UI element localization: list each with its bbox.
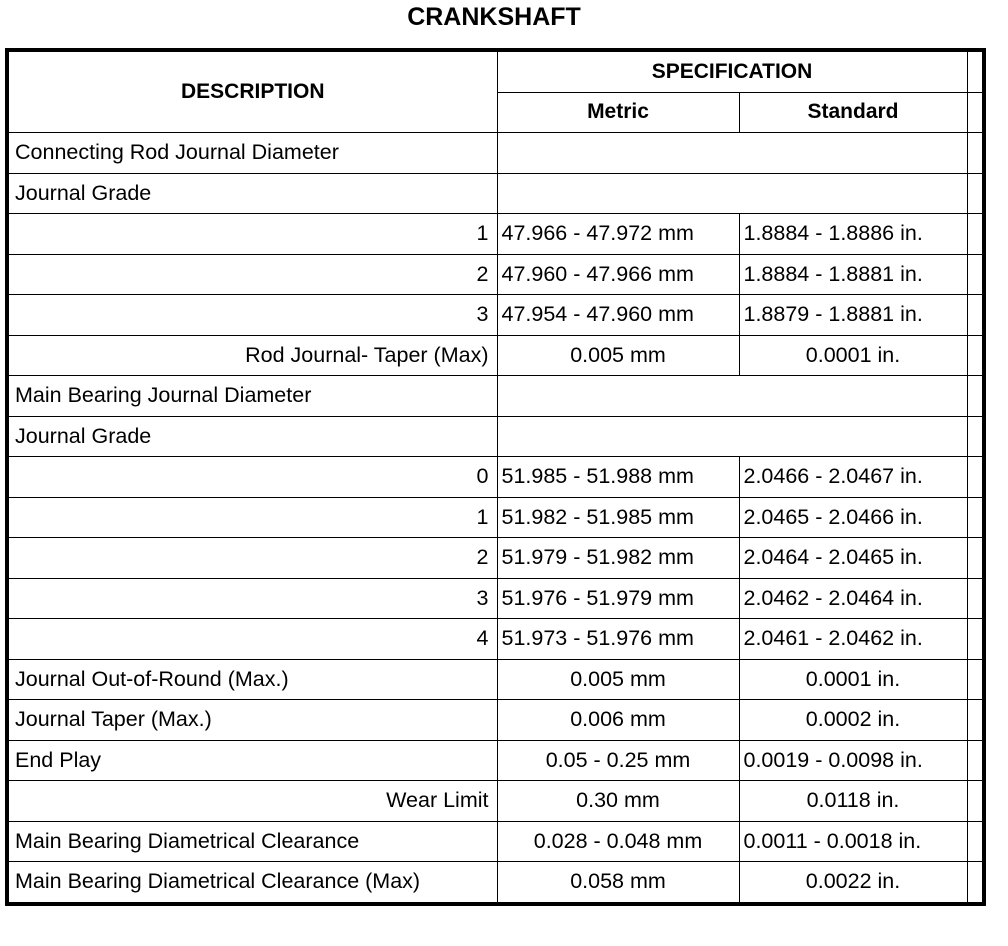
table-row: 2 47.960 - 47.966 mm 1.8884 - 1.8881 in. bbox=[6, 253, 985, 295]
header-extra-cell bbox=[966, 49, 985, 93]
description-cell: 4 bbox=[6, 618, 498, 660]
table-row: 3 47.954 - 47.960 mm 1.8879 - 1.8881 in. bbox=[6, 294, 985, 336]
description-cell: 2 bbox=[6, 253, 498, 295]
description-cell: Journal Grade bbox=[6, 415, 498, 457]
table-row: Main Bearing Journal Diameter bbox=[6, 375, 985, 417]
standard-cell: 0.0001 in. bbox=[738, 658, 968, 700]
standard-cell: 1.8879 - 1.8881 in. bbox=[738, 294, 968, 336]
metric-cell: 51.979 - 51.982 mm bbox=[496, 537, 740, 579]
extra-cell bbox=[966, 861, 985, 904]
table-row: Main Bearing Diametrical Clearance 0.028 … bbox=[6, 820, 985, 862]
standard-cell: 0.0022 in. bbox=[738, 861, 968, 904]
table-row: Journal Grade bbox=[6, 415, 985, 457]
metric-cell: 0.05 - 0.25 mm bbox=[496, 739, 740, 781]
metric-cell: 0.028 - 0.048 mm bbox=[496, 820, 740, 862]
description-cell: Main Bearing Diametrical Clearance (Max) bbox=[6, 861, 498, 904]
standard-cell: 0.0002 in. bbox=[738, 699, 968, 741]
extra-cell bbox=[966, 577, 985, 619]
header-specification: SPECIFICATION bbox=[496, 49, 968, 93]
crankshaft-spec-table: DESCRIPTION SPECIFICATION Metric Standar… bbox=[5, 48, 986, 906]
description-cell: Rod Journal- Taper (Max) bbox=[6, 334, 498, 376]
extra-cell bbox=[966, 618, 985, 660]
empty-spec-cell bbox=[496, 132, 968, 174]
empty-spec-cell bbox=[496, 172, 968, 214]
standard-cell: 2.0462 - 2.0464 in. bbox=[738, 577, 968, 619]
metric-cell: 47.954 - 47.960 mm bbox=[496, 294, 740, 336]
table-row: Wear Limit 0.30 mm 0.0118 in. bbox=[6, 780, 985, 822]
extra-cell bbox=[966, 172, 985, 214]
empty-spec-cell bbox=[496, 415, 968, 457]
description-cell: 1 bbox=[6, 213, 498, 255]
metric-cell: 51.985 - 51.988 mm bbox=[496, 456, 740, 498]
metric-cell: 0.005 mm bbox=[496, 658, 740, 700]
extra-cell bbox=[966, 496, 985, 538]
standard-cell: 0.0011 - 0.0018 in. bbox=[738, 820, 968, 862]
header-extra-cell bbox=[966, 91, 985, 133]
metric-cell: 0.006 mm bbox=[496, 699, 740, 741]
extra-cell bbox=[966, 375, 985, 417]
extra-cell bbox=[966, 739, 985, 781]
table-row: End Play 0.05 - 0.25 mm 0.0019 - 0.0098 in… bbox=[6, 739, 985, 781]
extra-cell bbox=[966, 213, 985, 255]
table-row: 4 51.973 - 51.976 mm 2.0461 - 2.0462 in. bbox=[6, 618, 985, 660]
standard-cell: 2.0461 - 2.0462 in. bbox=[738, 618, 968, 660]
metric-cell: 0.30 mm bbox=[496, 780, 740, 822]
page-title: CRANKSHAFT bbox=[407, 3, 581, 31]
standard-cell: 2.0465 - 2.0466 in. bbox=[738, 496, 968, 538]
standard-cell: 0.0118 in. bbox=[738, 780, 968, 822]
metric-cell: 47.960 - 47.966 mm bbox=[496, 253, 740, 295]
metric-cell: 0.058 mm bbox=[496, 861, 740, 904]
description-cell: 0 bbox=[6, 456, 498, 498]
table-row: Journal Grade bbox=[6, 172, 985, 214]
description-cell: Journal Taper (Max.) bbox=[6, 699, 498, 741]
extra-cell bbox=[966, 456, 985, 498]
metric-cell: 51.982 - 51.985 mm bbox=[496, 496, 740, 538]
table-row: Main Bearing Diametrical Clearance (Max)… bbox=[6, 861, 985, 904]
metric-cell: 0.005 mm bbox=[496, 334, 740, 376]
table-row: Journal Out-of-Round (Max.) 0.005 mm 0.000… bbox=[6, 658, 985, 700]
extra-cell bbox=[966, 780, 985, 822]
metric-cell: 51.976 - 51.979 mm bbox=[496, 577, 740, 619]
table-row: Rod Journal- Taper (Max) 0.005 mm 0.0001 i… bbox=[6, 334, 985, 376]
extra-cell bbox=[966, 658, 985, 700]
extra-cell bbox=[966, 294, 985, 336]
description-cell: End Play bbox=[6, 739, 498, 781]
extra-cell bbox=[966, 253, 985, 295]
standard-cell: 0.0019 - 0.0098 in. bbox=[738, 739, 968, 781]
standard-cell: 2.0464 - 2.0465 in. bbox=[738, 537, 968, 579]
description-cell: 3 bbox=[6, 577, 498, 619]
description-cell: 3 bbox=[6, 294, 498, 336]
table-row: 1 47.966 - 47.972 mm 1.8884 - 1.8886 in. bbox=[6, 213, 985, 255]
standard-cell: 1.8884 - 1.8881 in. bbox=[738, 253, 968, 295]
description-cell: Main Bearing Journal Diameter bbox=[6, 375, 498, 417]
description-cell: Journal Grade bbox=[6, 172, 498, 214]
metric-cell: 51.973 - 51.976 mm bbox=[496, 618, 740, 660]
header-metric: Metric bbox=[496, 91, 740, 133]
table-row: Connecting Rod Journal Diameter bbox=[6, 132, 985, 174]
standard-cell: 1.8884 - 1.8886 in. bbox=[738, 213, 968, 255]
standard-cell: 2.0466 - 2.0467 in. bbox=[738, 456, 968, 498]
table-row: 1 51.982 - 51.985 mm 2.0465 - 2.0466 in. bbox=[6, 496, 985, 538]
extra-cell bbox=[966, 334, 985, 376]
header-standard: Standard bbox=[738, 91, 968, 133]
description-cell: 1 bbox=[6, 496, 498, 538]
header-description: DESCRIPTION bbox=[6, 49, 498, 133]
table-row: Journal Taper (Max.) 0.006 mm 0.0002 in. bbox=[6, 699, 985, 741]
table-row: 3 51.976 - 51.979 mm 2.0462 - 2.0464 in. bbox=[6, 577, 985, 619]
description-cell: Connecting Rod Journal Diameter bbox=[6, 132, 498, 174]
extra-cell bbox=[966, 537, 985, 579]
description-cell: 2 bbox=[6, 537, 498, 579]
extra-cell bbox=[966, 415, 985, 457]
metric-cell: 47.966 - 47.972 mm bbox=[496, 213, 740, 255]
extra-cell bbox=[966, 699, 985, 741]
empty-spec-cell bbox=[496, 375, 968, 417]
extra-cell bbox=[966, 820, 985, 862]
standard-cell: 0.0001 in. bbox=[738, 334, 968, 376]
extra-cell bbox=[966, 132, 985, 174]
table-row: 0 51.985 - 51.988 mm 2.0466 - 2.0467 in. bbox=[6, 456, 985, 498]
description-cell: Wear Limit bbox=[6, 780, 498, 822]
description-cell: Journal Out-of-Round (Max.) bbox=[6, 658, 498, 700]
table-row: 2 51.979 - 51.982 mm 2.0464 - 2.0465 in. bbox=[6, 537, 985, 579]
description-cell: Main Bearing Diametrical Clearance bbox=[6, 820, 498, 862]
